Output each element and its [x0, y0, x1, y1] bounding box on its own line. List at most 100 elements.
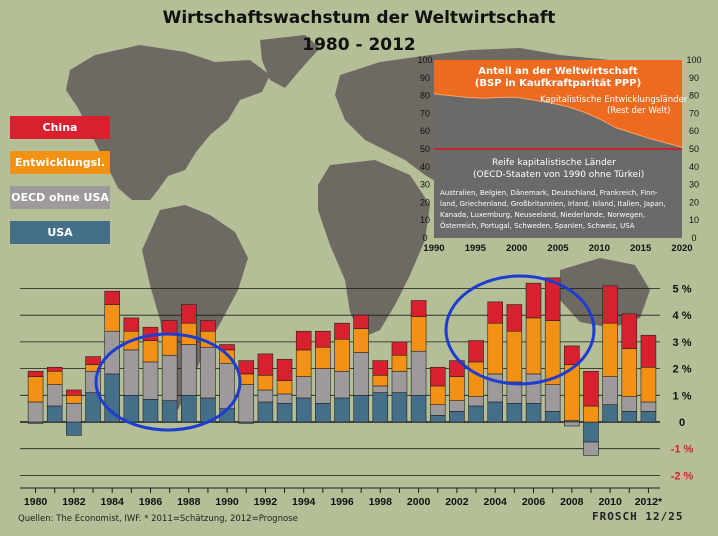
- inset-subtitle: (BSP in Kaufkraftparität PPP): [474, 78, 642, 89]
- x-tick-label: 1994: [292, 496, 316, 508]
- bar-segment: [257, 401, 274, 423]
- bar-segment: [257, 353, 274, 376]
- highlight-ellipse: [444, 274, 596, 386]
- inset-upper-label-2: (Rest der Welt): [607, 106, 671, 116]
- bar-segment: [640, 334, 657, 368]
- bar-segment: [334, 397, 350, 423]
- map-africa: [318, 160, 430, 338]
- bar-segment: [429, 404, 446, 416]
- inset-y-tick-right: 90: [689, 73, 699, 83]
- bar-segment: [621, 348, 638, 397]
- inset-title: Anteil an der Weltwirtschaft: [478, 66, 638, 77]
- inset-y-tick-left: 40: [420, 162, 430, 172]
- bar-segment: [449, 400, 465, 412]
- bar-segment: [181, 344, 197, 396]
- inset-y-tick-right: 60: [689, 126, 699, 136]
- inset-y-tick-right: 50: [689, 144, 699, 154]
- bar-segment: [564, 345, 580, 365]
- inset-lower-label-2: (OECD-Staaten von 1990 ohne Türkei): [473, 170, 645, 180]
- bar-segment: [334, 370, 350, 399]
- bar-segment: [315, 346, 331, 369]
- x-tick-label: 1990: [215, 496, 239, 508]
- bar-segment: [66, 421, 82, 436]
- bar-segment: [104, 304, 120, 332]
- chart-title: Wirtschaftswachstum der Weltwirtschaft: [162, 8, 556, 28]
- inset-y-tick-left: 30: [420, 180, 430, 190]
- bar-segment: [353, 352, 369, 396]
- inset-y-tick-right: 80: [689, 91, 699, 101]
- bar-segment: [161, 320, 178, 335]
- bar-segment: [525, 373, 542, 404]
- bar-segment: [410, 394, 427, 423]
- bar-segment: [181, 304, 197, 324]
- inset-country-line-4: Österreich, Portugal, Schweden, Spanien,…: [440, 222, 635, 230]
- bar-segment: [161, 333, 178, 356]
- x-tick-label: 2006: [522, 496, 546, 508]
- bar-segment: [238, 360, 255, 375]
- bar-segment: [353, 328, 369, 353]
- bar-segment: [353, 314, 369, 329]
- inset-x-tick-label: 2000: [506, 243, 527, 254]
- legend-usa: USA: [10, 221, 110, 244]
- bar-segment: [142, 340, 159, 363]
- bar-segment: [621, 313, 638, 349]
- bar-segment: [487, 401, 503, 423]
- bar-segment: [525, 317, 542, 375]
- inset-y-tick-left: 60: [420, 126, 430, 136]
- bar-segment: [295, 376, 312, 399]
- y-tick-label: -1 %: [671, 444, 694, 456]
- inset-y-tick-left: 80: [420, 91, 430, 101]
- bar-segment: [487, 322, 503, 375]
- bar-segment: [583, 441, 599, 456]
- bar-segment: [276, 358, 293, 381]
- y-tick-label: 3 %: [673, 337, 692, 349]
- bar-segment: [27, 376, 44, 403]
- bar-segment: [161, 400, 178, 423]
- inset-y-tick-left: 20: [420, 197, 430, 207]
- inset-y-tick-left: 100: [417, 55, 432, 65]
- bar-segment: [46, 405, 63, 423]
- bar-segment: [391, 392, 408, 423]
- bar-segment: [372, 374, 389, 387]
- y-tick-label: -2 %: [671, 470, 694, 482]
- bar-segment: [583, 405, 599, 423]
- bar-segment: [257, 374, 274, 391]
- bar-segment: [372, 385, 389, 393]
- bar-segment: [142, 399, 159, 423]
- bar-segment: [295, 397, 312, 423]
- bar-segment: [200, 320, 216, 332]
- bar-segment: [506, 304, 523, 332]
- inset-x-tick-label: 1990: [423, 243, 444, 254]
- bar-segment: [525, 282, 542, 319]
- x-tick-label: 2012*: [635, 496, 663, 508]
- bar-segment: [602, 285, 618, 324]
- bar-segment: [391, 354, 408, 372]
- x-tick-label: 1980: [24, 496, 48, 508]
- bar-segment: [602, 322, 618, 377]
- y-tick-label: 1 %: [673, 390, 692, 402]
- bar-segment: [506, 403, 523, 423]
- legend-china: China: [10, 116, 110, 139]
- bar-segment: [621, 396, 638, 412]
- bar-segment: [276, 393, 293, 404]
- bar-segment: [391, 341, 408, 356]
- bar-segment: [429, 415, 446, 423]
- inset-y-tick-left: 0: [422, 233, 427, 243]
- map-north-america: [66, 45, 270, 200]
- bar-segment: [27, 370, 44, 377]
- bar-segment: [295, 349, 312, 377]
- x-tick-label: 1984: [101, 496, 125, 508]
- bar-segment: [123, 317, 140, 332]
- inset-country-line-2: land, Griechenland, Großbritannien, Irla…: [440, 200, 666, 208]
- bar-segment: [142, 361, 159, 400]
- artist-signature: FROSCH 12/25: [592, 510, 684, 523]
- x-tick-label: 1986: [139, 496, 163, 508]
- bar-segment: [295, 330, 312, 351]
- inset-area-upper: [434, 60, 682, 148]
- highlight-ellipse: [94, 332, 242, 432]
- bar-segment: [640, 401, 657, 412]
- inset-x-tick-label: 2020: [671, 243, 692, 254]
- bar-segment: [123, 349, 140, 396]
